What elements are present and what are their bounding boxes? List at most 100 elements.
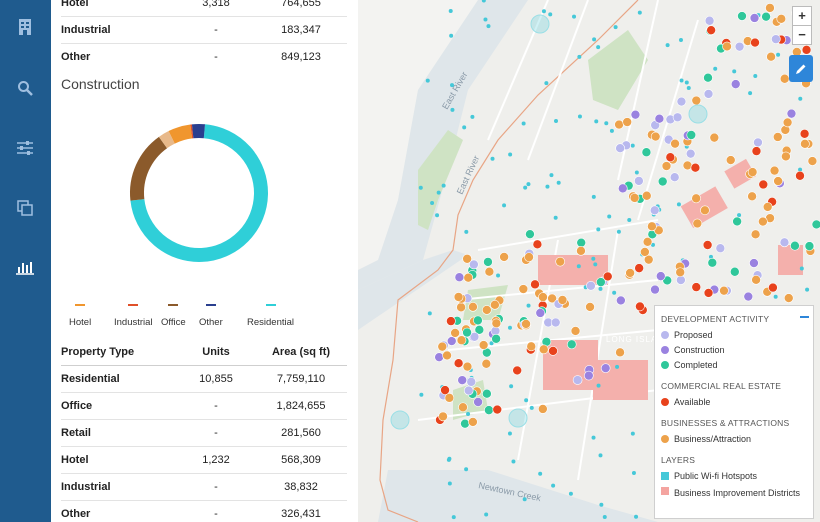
wifi-hotspot-marker[interactable] xyxy=(464,229,469,234)
development-marker[interactable] xyxy=(460,418,470,429)
wifi-hotspot-marker[interactable] xyxy=(523,185,528,190)
development-marker[interactable] xyxy=(512,365,522,376)
development-marker[interactable] xyxy=(654,113,665,124)
development-marker[interactable] xyxy=(614,119,624,130)
development-marker[interactable] xyxy=(468,417,478,427)
development-marker[interactable] xyxy=(570,326,581,336)
development-marker[interactable] xyxy=(630,109,641,120)
development-marker[interactable] xyxy=(615,143,625,153)
map-view[interactable]: East River East River Newtown Creek LONG… xyxy=(358,0,820,522)
wifi-hotspot-marker[interactable] xyxy=(526,303,531,308)
wifi-hotspot-marker[interactable] xyxy=(430,201,435,206)
wifi-hotspot-marker[interactable] xyxy=(418,185,423,190)
development-marker[interactable] xyxy=(596,277,606,287)
development-marker[interactable] xyxy=(473,315,483,326)
development-marker[interactable] xyxy=(766,51,776,62)
development-marker[interactable] xyxy=(670,138,680,149)
development-marker[interactable] xyxy=(547,293,557,304)
wifi-hotspot-marker[interactable] xyxy=(568,491,573,496)
wifi-hotspot-marker[interactable] xyxy=(419,392,424,397)
development-marker[interactable] xyxy=(463,272,474,283)
development-marker[interactable] xyxy=(703,89,714,99)
wifi-hotspot-marker[interactable] xyxy=(753,74,758,79)
wifi-hotspot-marker[interactable] xyxy=(450,83,455,88)
development-marker[interactable] xyxy=(700,205,710,216)
development-marker[interactable] xyxy=(538,404,548,414)
wifi-hotspot-marker[interactable] xyxy=(522,497,527,502)
development-marker[interactable] xyxy=(649,205,660,216)
wifi-hotspot-marker[interactable] xyxy=(553,215,558,220)
development-marker[interactable] xyxy=(584,370,594,381)
wifi-hotspot-marker[interactable] xyxy=(490,156,495,161)
wifi-hotspot-marker[interactable] xyxy=(538,471,543,476)
wifi-hotspot-marker[interactable] xyxy=(598,453,603,458)
development-marker[interactable] xyxy=(722,41,732,52)
development-marker[interactable] xyxy=(525,229,535,239)
development-marker[interactable] xyxy=(521,319,531,329)
development-marker[interactable] xyxy=(622,117,632,127)
wifi-hotspot-marker[interactable] xyxy=(598,286,603,291)
wifi-hotspot-marker[interactable] xyxy=(441,183,446,188)
development-marker[interactable] xyxy=(458,402,468,413)
development-marker[interactable] xyxy=(483,257,493,267)
development-marker[interactable] xyxy=(672,112,683,123)
development-marker[interactable] xyxy=(453,292,464,302)
development-marker[interactable] xyxy=(642,236,653,247)
development-marker[interactable] xyxy=(691,282,702,292)
map-canvas[interactable]: East River East River Newtown Creek LONG… xyxy=(358,0,820,522)
wifi-hotspot-marker[interactable] xyxy=(591,194,596,199)
collapse-legend-button[interactable] xyxy=(800,316,809,318)
wifi-hotspot-marker[interactable] xyxy=(676,202,681,207)
legend-item[interactable]: Office xyxy=(161,300,186,328)
wifi-hotspot-marker[interactable] xyxy=(484,512,489,517)
development-marker[interactable] xyxy=(762,202,773,212)
wifi-hotspot-marker[interactable] xyxy=(665,43,670,48)
wifi-hotspot-marker[interactable] xyxy=(549,173,554,178)
development-marker[interactable] xyxy=(492,404,503,415)
development-marker[interactable] xyxy=(801,45,812,55)
development-marker[interactable] xyxy=(446,336,457,346)
development-marker[interactable] xyxy=(576,237,587,248)
wifi-hotspot-marker[interactable] xyxy=(502,203,507,208)
development-marker[interactable] xyxy=(640,247,650,257)
wifi-hotspot-marker[interactable] xyxy=(631,470,636,475)
development-marker[interactable] xyxy=(457,375,468,385)
development-marker[interactable] xyxy=(750,37,760,48)
development-marker[interactable] xyxy=(691,95,702,106)
development-marker[interactable] xyxy=(572,375,583,385)
development-marker[interactable] xyxy=(730,79,741,89)
development-marker[interactable] xyxy=(484,266,495,277)
development-marker[interactable] xyxy=(734,41,745,52)
legend-item-business[interactable]: Business/Attraction xyxy=(661,431,807,446)
wifi-hotspot-marker[interactable] xyxy=(436,190,441,195)
development-marker[interactable] xyxy=(769,165,780,176)
donut-slice-hotel[interactable] xyxy=(168,124,193,144)
development-marker[interactable] xyxy=(538,344,549,355)
wifi-area-marker[interactable] xyxy=(688,104,708,124)
development-marker[interactable] xyxy=(462,253,472,264)
development-marker[interactable] xyxy=(650,131,661,142)
development-marker[interactable] xyxy=(643,254,654,265)
bar-chart-icon[interactable] xyxy=(13,256,37,280)
development-marker[interactable] xyxy=(747,167,758,177)
wifi-hotspot-marker[interactable] xyxy=(798,167,803,172)
development-marker[interactable] xyxy=(466,377,477,387)
development-marker[interactable] xyxy=(548,346,558,356)
wifi-hotspot-marker[interactable] xyxy=(604,121,609,126)
development-marker[interactable] xyxy=(499,252,509,262)
development-marker[interactable] xyxy=(524,252,534,262)
development-marker[interactable] xyxy=(709,132,720,143)
development-marker[interactable] xyxy=(616,295,626,306)
development-marker[interactable] xyxy=(576,246,586,256)
development-marker[interactable] xyxy=(702,240,713,250)
wifi-hotspot-marker[interactable] xyxy=(798,96,803,101)
development-marker[interactable] xyxy=(557,295,568,305)
development-marker[interactable] xyxy=(751,146,762,156)
development-marker[interactable] xyxy=(743,291,754,302)
development-marker[interactable] xyxy=(703,288,714,298)
layers-icon[interactable] xyxy=(13,196,37,220)
development-marker[interactable] xyxy=(753,137,763,148)
development-marker[interactable] xyxy=(707,257,718,268)
wifi-hotspot-marker[interactable] xyxy=(470,114,475,119)
development-marker[interactable] xyxy=(657,176,668,187)
